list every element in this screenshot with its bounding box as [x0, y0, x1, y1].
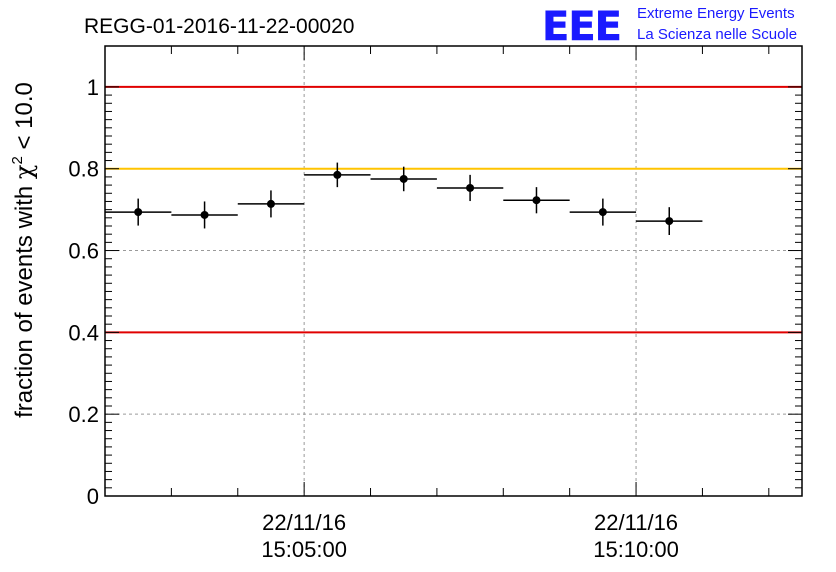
point-marker [333, 170, 342, 179]
point-marker [665, 217, 674, 226]
point-marker [200, 210, 209, 219]
y-axis-label-prefix: fraction of events with [11, 179, 38, 418]
reference-lines [105, 85, 802, 334]
point-marker [134, 208, 143, 217]
data-series [105, 162, 703, 235]
point-marker [466, 183, 475, 192]
chart-title: REGG-01-2016-11-22-00020 [84, 15, 354, 38]
y-tick-label: 0.4 [68, 320, 99, 345]
point-marker [598, 208, 607, 217]
y-tick-label: 1 [87, 75, 99, 100]
data-point [636, 207, 703, 235]
y-axis-label: fraction of events with χ2 < 10.0 [9, 82, 38, 418]
point-marker [532, 196, 541, 205]
data-point [237, 190, 305, 218]
axes [104, 45, 803, 497]
x-tick-label-time: 15:05:00 [261, 537, 347, 562]
data-point [503, 187, 570, 214]
data-point [436, 174, 504, 202]
data-point [105, 198, 172, 226]
point-marker [399, 174, 408, 183]
y-axis-label-chi: χ [10, 164, 38, 179]
x-tick-label-date: 22/11/16 [262, 510, 346, 535]
grid [105, 46, 802, 496]
eee-logo: EEE Extreme Energy Events La Scienza nel… [542, 4, 797, 51]
y-tick-label: 0.2 [68, 402, 99, 427]
y-tick-label: 0 [87, 484, 99, 509]
tick-labels: 00.20.40.60.8122/11/1615:05:0022/11/1615… [68, 75, 678, 562]
x-tick-label-date: 22/11/16 [594, 510, 678, 535]
eee-logo-line1: Extreme Energy Events [637, 5, 795, 22]
data-point [304, 162, 371, 188]
y-axis-label-sup: 2 [9, 156, 26, 164]
data-point [370, 166, 437, 192]
y-axis-label-suffix: < 10.0 [11, 82, 38, 156]
plot-frame [104, 45, 803, 497]
data-point [171, 201, 238, 229]
y-tick-label: 0.6 [68, 239, 99, 264]
point-marker [266, 199, 275, 208]
x-tick-label-time: 15:10:00 [593, 537, 679, 562]
eee-logo-line2: La Scienza nelle Scuole [637, 26, 797, 43]
data-point [569, 198, 637, 226]
eee-logo-letters: EEE [542, 4, 621, 50]
y-tick-label: 0.8 [68, 157, 99, 182]
